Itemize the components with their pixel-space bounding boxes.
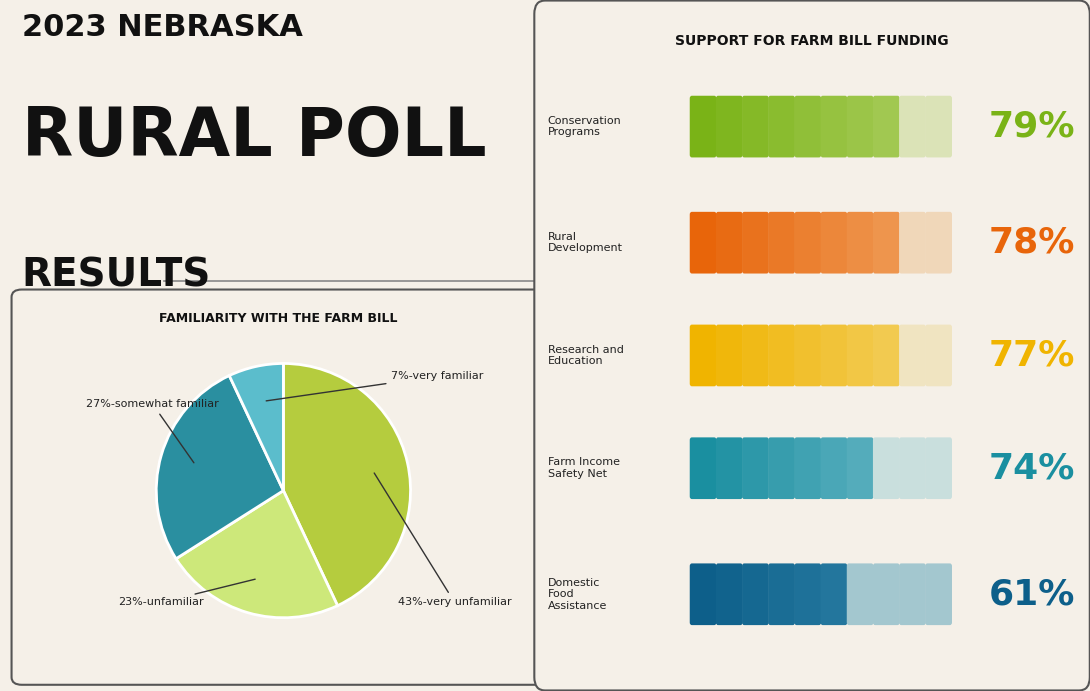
Text: 74%: 74% [989,451,1075,485]
FancyBboxPatch shape [716,563,742,625]
FancyBboxPatch shape [821,325,847,386]
FancyBboxPatch shape [795,212,821,274]
FancyBboxPatch shape [768,563,795,625]
Text: 61%: 61% [989,577,1075,612]
Wedge shape [229,363,283,491]
FancyBboxPatch shape [690,563,716,625]
FancyBboxPatch shape [742,563,768,625]
FancyBboxPatch shape [873,212,899,274]
FancyBboxPatch shape [742,325,768,386]
FancyBboxPatch shape [899,325,925,386]
FancyBboxPatch shape [12,290,544,685]
FancyBboxPatch shape [899,437,925,499]
Text: 78%: 78% [989,226,1075,260]
FancyBboxPatch shape [847,437,873,499]
FancyBboxPatch shape [716,325,742,386]
Text: RURAL POLL: RURAL POLL [22,104,486,170]
FancyBboxPatch shape [768,437,795,499]
FancyBboxPatch shape [795,437,821,499]
FancyBboxPatch shape [690,325,716,386]
Text: RESULTS: RESULTS [22,256,211,294]
FancyBboxPatch shape [847,325,873,386]
Text: 77%: 77% [989,339,1075,372]
FancyBboxPatch shape [821,96,847,158]
FancyBboxPatch shape [821,563,847,625]
Text: 27%-somewhat familiar: 27%-somewhat familiar [86,399,219,463]
FancyBboxPatch shape [847,212,873,274]
FancyBboxPatch shape [716,437,742,499]
Text: Farm Income
Safety Net: Farm Income Safety Net [547,457,620,479]
FancyBboxPatch shape [925,437,952,499]
Text: 2023 NEBRASKA: 2023 NEBRASKA [22,13,303,42]
Text: Rural
Development: Rural Development [547,232,622,254]
FancyBboxPatch shape [847,96,873,158]
Text: 23%-unfamiliar: 23%-unfamiliar [118,579,255,607]
FancyBboxPatch shape [795,563,821,625]
Text: Research and
Education: Research and Education [547,345,623,366]
Text: 43%-very unfamiliar: 43%-very unfamiliar [374,473,511,607]
FancyBboxPatch shape [925,325,952,386]
FancyBboxPatch shape [821,212,847,274]
FancyBboxPatch shape [899,563,925,625]
FancyBboxPatch shape [742,96,768,158]
FancyBboxPatch shape [690,212,716,274]
Text: Conservation
Programs: Conservation Programs [547,116,621,138]
FancyBboxPatch shape [742,212,768,274]
FancyBboxPatch shape [925,212,952,274]
Text: FAMILIARITY WITH THE FARM BILL: FAMILIARITY WITH THE FARM BILL [159,312,397,325]
FancyBboxPatch shape [925,96,952,158]
FancyBboxPatch shape [716,212,742,274]
Text: SUPPORT FOR FARM BILL FUNDING: SUPPORT FOR FARM BILL FUNDING [675,34,949,48]
FancyBboxPatch shape [690,437,716,499]
Wedge shape [283,363,411,605]
FancyBboxPatch shape [899,212,925,274]
FancyBboxPatch shape [768,96,795,158]
Text: 7%-very familiar: 7%-very familiar [266,371,484,401]
Wedge shape [177,491,338,618]
FancyBboxPatch shape [925,563,952,625]
FancyBboxPatch shape [768,325,795,386]
FancyBboxPatch shape [847,563,873,625]
FancyBboxPatch shape [873,563,899,625]
FancyBboxPatch shape [873,437,899,499]
FancyBboxPatch shape [690,96,716,158]
Text: 79%: 79% [989,110,1075,144]
FancyBboxPatch shape [873,96,899,158]
Text: Domestic
Food
Assistance: Domestic Food Assistance [547,578,607,611]
FancyBboxPatch shape [534,1,1090,690]
FancyBboxPatch shape [768,212,795,274]
FancyBboxPatch shape [742,437,768,499]
FancyBboxPatch shape [873,325,899,386]
Wedge shape [156,376,283,559]
FancyBboxPatch shape [795,325,821,386]
FancyBboxPatch shape [899,96,925,158]
FancyBboxPatch shape [821,437,847,499]
FancyBboxPatch shape [795,96,821,158]
FancyBboxPatch shape [716,96,742,158]
